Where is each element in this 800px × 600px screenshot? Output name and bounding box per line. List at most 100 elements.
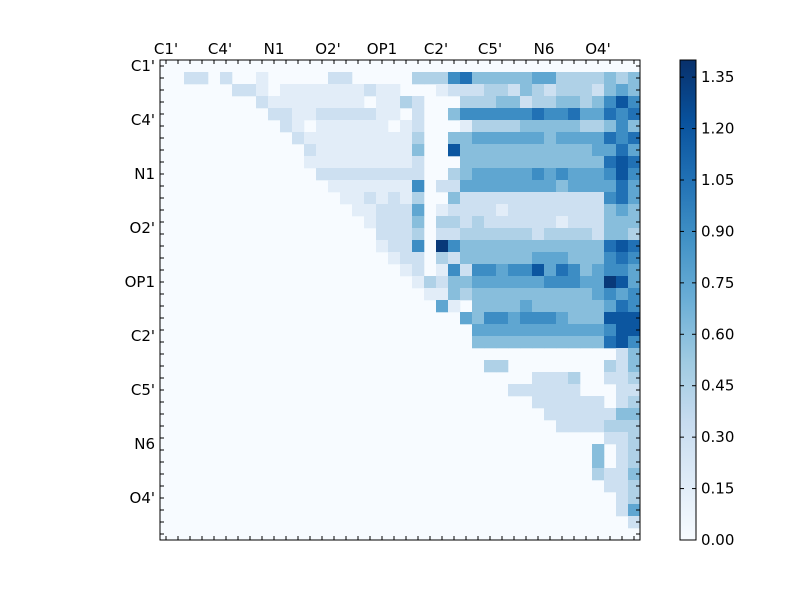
heatmap-cell (448, 168, 461, 181)
heatmap-cell (460, 120, 473, 133)
heatmap-cell (592, 156, 605, 169)
heatmap-cell (496, 312, 509, 325)
heatmap-cell (556, 324, 569, 337)
heatmap-cell (604, 408, 617, 421)
heatmap-cell (544, 168, 557, 181)
plot-frame (159, 59, 641, 541)
heatmap-cell (376, 228, 389, 241)
heatmap-cell (592, 444, 605, 457)
heatmap-cell (400, 96, 413, 109)
heatmap-cell (460, 84, 473, 97)
heatmap-cell (592, 408, 605, 421)
heatmap-cell (460, 180, 473, 193)
heatmap-cell (556, 312, 569, 325)
heatmap-cell (628, 264, 641, 277)
heatmap-cell (532, 396, 545, 409)
heatmap-cell (448, 276, 461, 289)
heatmap-cell (568, 120, 581, 133)
heatmap-cell (400, 120, 413, 133)
heatmap-cell (532, 204, 545, 217)
heatmap-cell (628, 252, 641, 265)
heatmap-cell (412, 252, 425, 265)
y-tick-label: N1 (134, 165, 155, 183)
heatmap-cell (508, 192, 521, 205)
heatmap-cell (484, 264, 497, 277)
heatmap-cell (472, 84, 485, 97)
heatmap-cell (616, 372, 629, 385)
heatmap-cell (496, 240, 509, 253)
heatmap-cell (376, 192, 389, 205)
heatmap-cell (628, 384, 641, 397)
heatmap-cell (580, 168, 593, 181)
heatmap-cell (508, 228, 521, 241)
heatmap-cell (592, 336, 605, 349)
heatmap-cell (352, 168, 365, 181)
colorbar-tick-label: 1.05 (701, 171, 734, 189)
heatmap-cell (592, 456, 605, 469)
heatmap-cell (388, 156, 401, 169)
heatmap-cell (544, 204, 557, 217)
heatmap-cell (628, 300, 641, 313)
heatmap-cell (520, 216, 533, 229)
heatmap-cell (604, 108, 617, 121)
heatmap-cell (436, 204, 449, 217)
heatmap-cell (496, 216, 509, 229)
heatmap-cell (616, 144, 629, 157)
heatmap-cell (544, 276, 557, 289)
heatmap-cell (472, 324, 485, 337)
heatmap-cell (328, 108, 341, 121)
heatmap-cell (436, 180, 449, 193)
heatmap-cell (532, 240, 545, 253)
heatmap-cell (460, 168, 473, 181)
heatmap-cell (604, 180, 617, 193)
heatmap-cell (616, 312, 629, 325)
heatmap-cell (472, 288, 485, 301)
heatmap-cell (628, 444, 641, 457)
heatmap-cell (616, 192, 629, 205)
heatmap-cell (532, 132, 545, 145)
heatmap-cell (508, 336, 521, 349)
heatmap-cell (292, 108, 305, 121)
heatmap-cell (628, 288, 641, 301)
heatmap-cell (364, 84, 377, 97)
heatmap-cell (580, 132, 593, 145)
heatmap-cell (532, 324, 545, 337)
heatmap-cell (508, 84, 521, 97)
heatmap-cell (376, 132, 389, 145)
heatmap-cell (628, 492, 641, 505)
heatmap-cell (544, 84, 557, 97)
heatmap-cell (544, 144, 557, 157)
heatmap-cell (556, 192, 569, 205)
heatmap-cell (580, 72, 593, 85)
heatmap-cell (472, 300, 485, 313)
x-tick-label: C1' (154, 40, 178, 58)
y-tick-label: C1' (131, 57, 155, 75)
heatmap-cell (568, 384, 581, 397)
heatmap-cell (580, 204, 593, 217)
heatmap-cell (580, 312, 593, 325)
heatmap-cell (448, 300, 461, 313)
heatmap-cell (496, 192, 509, 205)
heatmap-cell (520, 96, 533, 109)
heatmap-cell (448, 252, 461, 265)
heatmap-cell (604, 240, 617, 253)
heatmap-cell (556, 372, 569, 385)
heatmap-cell (556, 396, 569, 409)
heatmap-cell (520, 240, 533, 253)
heatmap-cell (604, 192, 617, 205)
heatmap-cell (616, 120, 629, 133)
heatmap-cell (628, 468, 641, 481)
heatmap-cell (628, 312, 641, 325)
heatmap-cell (592, 396, 605, 409)
heatmap-cell (508, 324, 521, 337)
heatmap-cell (532, 144, 545, 157)
heatmap-cell (568, 108, 581, 121)
heatmap-cell (616, 480, 629, 493)
heatmap-cell (592, 468, 605, 481)
y-tick-label: C4' (131, 111, 155, 129)
heatmap-cell (484, 240, 497, 253)
heatmap-cell (484, 336, 497, 349)
heatmap-cell (496, 72, 509, 85)
heatmap-cell (592, 228, 605, 241)
heatmap-cell (520, 312, 533, 325)
